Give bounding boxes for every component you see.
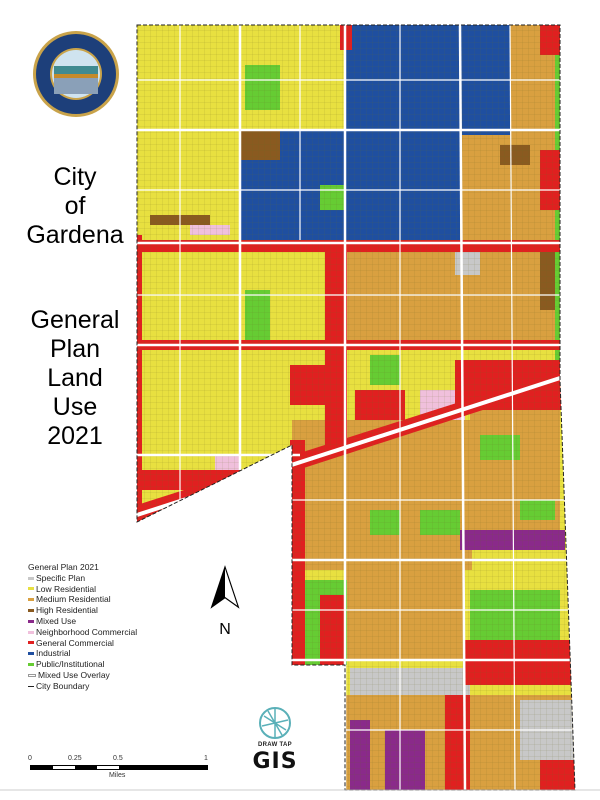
legend-label: Mixed Use	[36, 615, 77, 626]
legend-item: Mixed Use	[28, 616, 137, 627]
swatch-icon	[28, 609, 34, 613]
title-line: of	[64, 192, 86, 220]
scale-unit: Miles	[109, 772, 126, 779]
title-line: City	[53, 163, 97, 191]
swatch-icon	[28, 673, 36, 677]
legend-label: Low Residential	[36, 583, 97, 594]
legend-item: General Commercial	[28, 638, 137, 649]
legend-label: Public/Institutional	[36, 659, 105, 670]
city-boundary	[136, 24, 576, 791]
north-label: N	[219, 621, 231, 638]
north-arrow: N	[207, 565, 243, 638]
legend-label: City Boundary	[36, 680, 90, 691]
legend-label: Specific Plan	[36, 572, 86, 583]
legend-label: Medium Residential	[36, 594, 111, 605]
swatch-icon	[28, 598, 34, 602]
legend-label: Mixed Use Overlay	[38, 669, 110, 680]
drawtap-gis-logo: DRAW TAP GIS	[248, 706, 302, 790]
legend-item: City Boundary	[28, 681, 137, 692]
scale-tick: 1	[204, 755, 208, 762]
scale-tick: 0	[28, 755, 32, 762]
swatch-icon	[28, 652, 34, 656]
scale-tick: 0.25	[68, 755, 82, 762]
legend-item: High Residential	[28, 605, 137, 616]
legend-item: Specific Plan	[28, 573, 137, 584]
legend-item: Industrial	[28, 648, 137, 659]
swatch-icon	[28, 663, 34, 667]
legend-label: Neighborhood Commercial	[36, 626, 138, 637]
swatch-icon	[28, 587, 34, 591]
map-title-plan: General Plan Land Use 2021	[15, 306, 135, 451]
title-line: Gardena	[26, 221, 124, 249]
map-legend: General Plan 2021 Specific Plan Low Resi…	[28, 562, 137, 692]
city-seal	[33, 31, 119, 117]
credit-line2: GIS	[252, 749, 298, 774]
legend-item: Low Residential	[28, 584, 137, 595]
north-arrow-icon	[210, 565, 240, 609]
swatch-icon	[28, 576, 34, 580]
legend-label: Industrial	[36, 648, 71, 659]
title-line: Use	[52, 393, 98, 421]
title-line: 2021	[47, 422, 103, 450]
swatch-icon	[28, 685, 34, 688]
scale-bar-graphic	[30, 765, 208, 770]
land-use-zones	[137, 25, 575, 790]
legend-item: Public/Institutional	[28, 659, 137, 670]
legend-label: High Residential	[36, 605, 98, 616]
swatch-icon	[28, 630, 34, 634]
scale-bar: 0 0.25 0.5 1 Miles	[28, 755, 213, 785]
streets	[137, 25, 575, 790]
legend-item: Neighborhood Commercial	[28, 627, 137, 638]
swatch-icon	[28, 619, 34, 623]
swatch-icon	[28, 641, 34, 645]
legend-item: Medium Residential	[28, 594, 137, 605]
scale-tick: 0.5	[113, 755, 123, 762]
legend-label: General Commercial	[36, 637, 114, 648]
map-title-city: City of Gardena	[15, 163, 135, 250]
credit-line1: DRAW TAP	[258, 742, 292, 748]
title-line: Plan	[49, 335, 101, 363]
legend-title: General Plan 2021	[28, 562, 99, 572]
globe-icon	[259, 707, 291, 739]
legend-item: Mixed Use Overlay	[28, 670, 137, 681]
title-line: Land	[47, 364, 103, 392]
title-line: General	[30, 306, 120, 334]
